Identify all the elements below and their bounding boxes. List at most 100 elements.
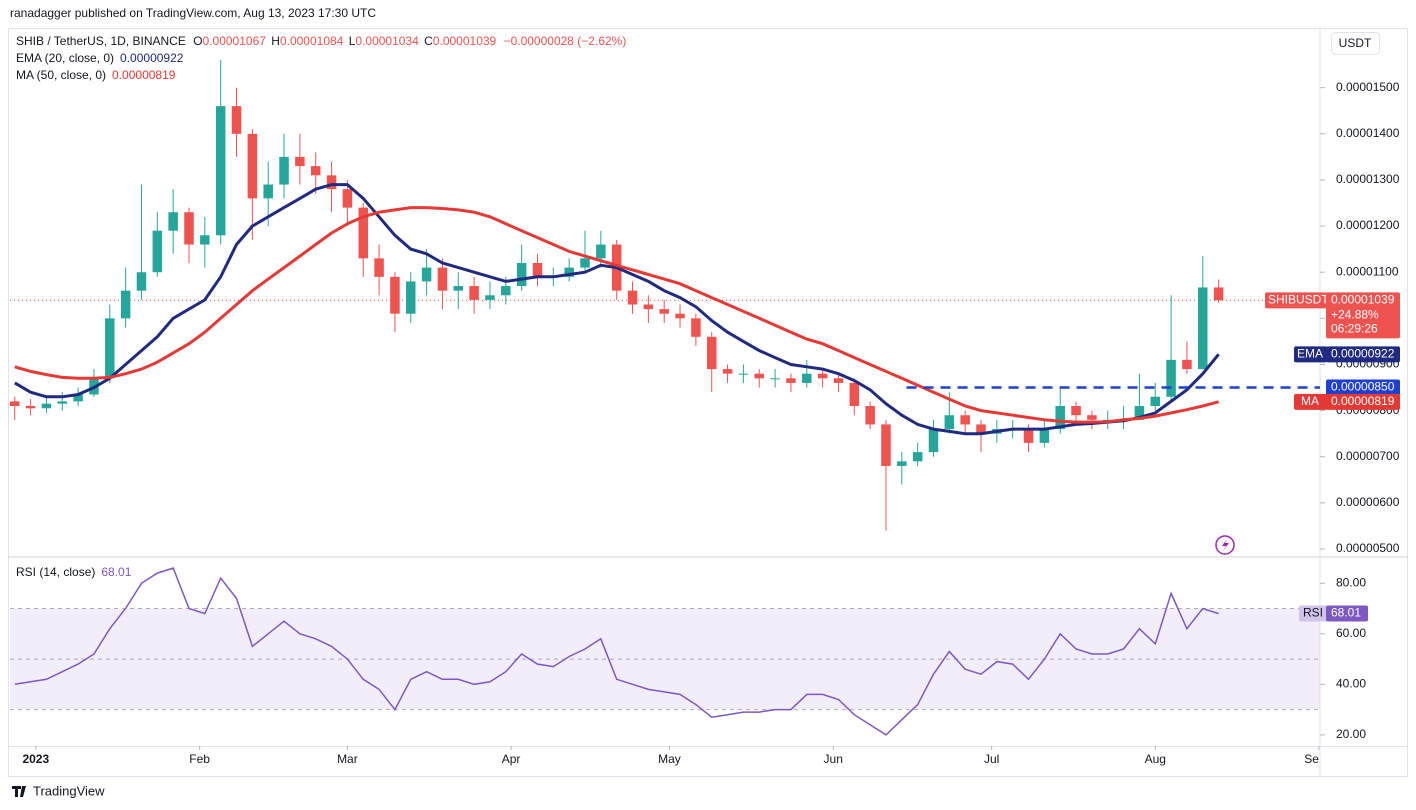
candle-body <box>168 212 178 231</box>
candle-body <box>643 304 654 310</box>
candle-body <box>41 403 52 409</box>
candle-body <box>200 235 210 245</box>
candle-body <box>73 394 83 402</box>
candle-body <box>627 290 638 305</box>
y-tick-label: 0.00001300 <box>1336 172 1400 186</box>
y-tick-label: 0.00000600 <box>1336 495 1400 509</box>
x-tick-label: Feb <box>189 752 210 766</box>
candle-body <box>1071 405 1081 416</box>
rsi-y-tick-label: 80.00 <box>1336 575 1366 589</box>
candle-body <box>326 175 337 190</box>
symbol-badge <box>1265 292 1327 309</box>
badge-value-box <box>1326 346 1400 363</box>
x-tick-label: Apr <box>502 752 521 766</box>
candle-body <box>912 452 923 462</box>
brand-name: TradingView <box>33 783 105 798</box>
candle-body <box>25 405 36 409</box>
level-badge <box>1326 379 1400 396</box>
ema-legend: EMA (20, close, 0) 0.00000922 <box>16 51 184 65</box>
symbol-legend: SHIB / TetherUS, 1D, BINANCE O0.00001067… <box>16 34 626 48</box>
ohlc-key: O <box>193 34 202 48</box>
legend-name: RSI (14, close) <box>16 565 95 579</box>
candle-body <box>786 378 796 383</box>
y-tick-label: 0.00000500 <box>1336 541 1400 555</box>
badge-name: EMA <box>1297 346 1323 360</box>
candle-body <box>817 373 828 379</box>
legend-value: 68.01 <box>101 565 131 579</box>
candle-body <box>279 156 289 185</box>
candle-body <box>421 267 432 282</box>
rsi-y-tick-label: 60.00 <box>1336 626 1366 640</box>
candle-body <box>120 290 131 319</box>
logo <box>12 786 26 797</box>
candle-body <box>1213 287 1224 301</box>
x-tick-label: Mar <box>337 752 358 766</box>
candle-body <box>263 184 273 199</box>
ohlc-value: 0.00001034 <box>355 34 419 48</box>
symbol-badge-name: SHIBUSDT <box>1268 293 1329 307</box>
candle-body <box>10 401 20 406</box>
candle-body <box>944 415 955 430</box>
candle-body <box>706 336 717 370</box>
ohlc-value: 0.00001039 <box>433 34 497 48</box>
ohlc-key: L <box>349 34 356 48</box>
last-price-change: +24.88% <box>1331 308 1379 322</box>
candle-body <box>215 106 226 236</box>
indicator-line <box>14 183 1220 436</box>
candle-body <box>833 378 844 383</box>
candle-body <box>469 286 479 300</box>
candle-body <box>928 429 939 453</box>
candle-body <box>865 405 875 425</box>
candle-body <box>897 461 907 466</box>
y-tick-label: 0.00000700 <box>1336 449 1400 463</box>
candle-body <box>295 156 305 167</box>
rsi-y-tick-label: 40.00 <box>1336 677 1366 691</box>
candle-body <box>231 106 242 134</box>
candle-body <box>136 272 147 291</box>
candle-body <box>802 373 812 383</box>
frame <box>8 28 1408 777</box>
ohlc-key: C <box>424 34 433 48</box>
candle-body <box>485 295 495 300</box>
rsi-badge-value-box <box>1326 605 1368 622</box>
candle-body <box>1198 287 1208 370</box>
change: −0.00000028 (−2.62%) <box>504 34 627 48</box>
badge-name-box <box>1294 393 1327 410</box>
badge-value: 0.00000922 <box>1331 346 1395 360</box>
bar-countdown: 06:29:26 <box>1331 322 1378 336</box>
symbol: SHIB / TetherUS, 1D, BINANCE <box>16 34 186 48</box>
rsi-badge-value: 68.01 <box>1331 606 1361 620</box>
alert-bolt[interactable] <box>1222 539 1229 551</box>
alert-circle[interactable] <box>1215 535 1235 555</box>
y-tick-label: 0.00001400 <box>1336 126 1400 140</box>
candle-body <box>1134 405 1145 420</box>
x-tick-label: 2023 <box>22 752 49 766</box>
badge-name: MA <box>1301 394 1319 408</box>
x-tick-label: May <box>658 752 681 766</box>
legend-name: EMA (20, close, 0) <box>16 51 114 65</box>
currency-button[interactable] <box>1331 32 1380 55</box>
rsi-badge-name: RSI <box>1303 606 1323 620</box>
ohlc-value: 0.00001067 <box>203 34 267 48</box>
currency[interactable]: USDT <box>1339 36 1372 50</box>
x-tick-label: Jun <box>824 752 843 766</box>
candle-body <box>501 286 511 296</box>
alert-icon[interactable] <box>1215 535 1235 555</box>
badge-value: 0.00000819 <box>1331 394 1395 408</box>
legend-value: 0.00000819 <box>112 68 176 82</box>
candle-body <box>390 276 400 314</box>
candle-body <box>960 415 970 425</box>
candle-body <box>1150 396 1161 406</box>
candle-body <box>659 309 669 314</box>
indicator-line <box>14 206 1219 424</box>
y-tick-label: 0.00001200 <box>1336 218 1400 232</box>
candle-body <box>453 286 464 291</box>
x-tick-label: Aug <box>1145 752 1166 766</box>
candle-body <box>580 258 590 268</box>
publisher: ranadagger published on TradingView.com,… <box>10 6 376 20</box>
candle-body <box>849 382 860 406</box>
candle-body <box>374 258 384 277</box>
legend-name: MA (50, close, 0) <box>16 68 106 82</box>
rsi-badge-name-box <box>1299 605 1327 622</box>
